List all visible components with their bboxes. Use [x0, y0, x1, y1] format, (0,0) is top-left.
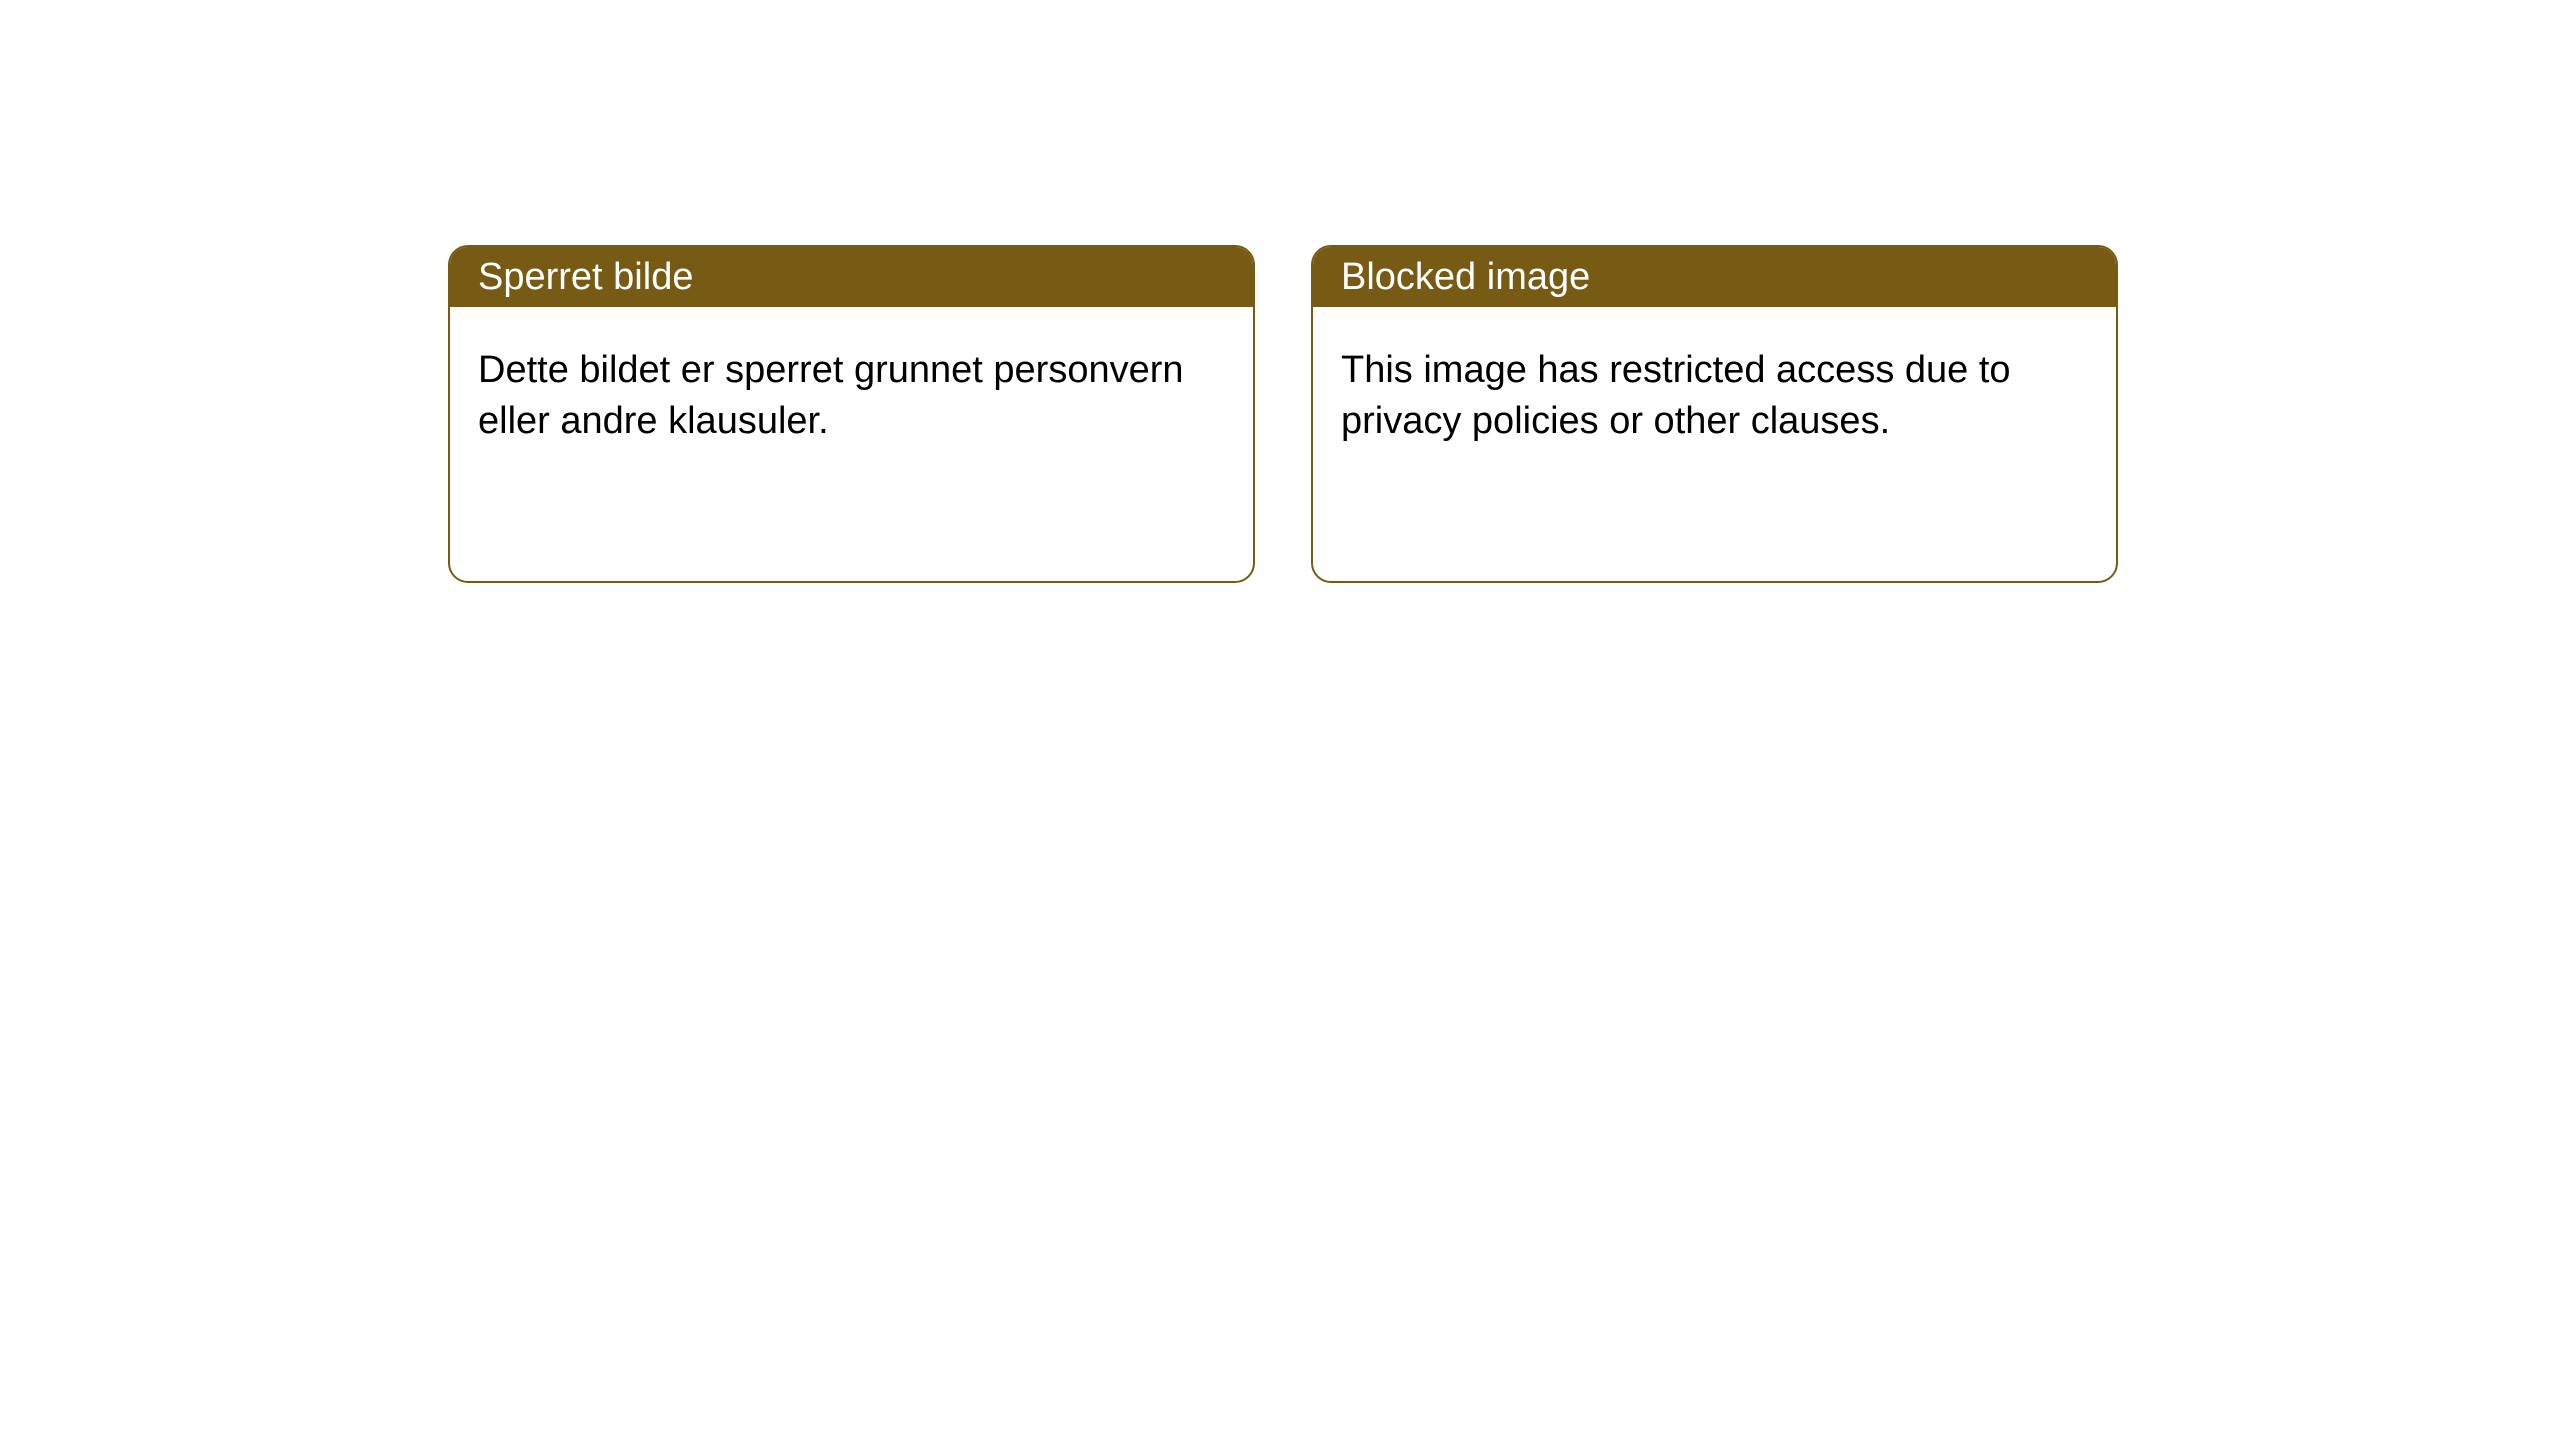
notice-body: Dette bildet er sperret grunnet personve… — [450, 307, 1253, 486]
notice-card-norwegian: Sperret bilde Dette bildet er sperret gr… — [448, 245, 1255, 583]
notice-title: Blocked image — [1341, 256, 1590, 299]
notice-text: Dette bildet er sperret grunnet personve… — [478, 349, 1184, 442]
notice-title: Sperret bilde — [478, 256, 693, 299]
notice-container: Sperret bilde Dette bildet er sperret gr… — [0, 0, 2560, 583]
notice-text: This image has restricted access due to … — [1341, 349, 2011, 442]
notice-header: Blocked image — [1313, 247, 2116, 307]
notice-card-english: Blocked image This image has restricted … — [1311, 245, 2118, 583]
notice-header: Sperret bilde — [450, 247, 1253, 307]
notice-body: This image has restricted access due to … — [1313, 307, 2116, 486]
